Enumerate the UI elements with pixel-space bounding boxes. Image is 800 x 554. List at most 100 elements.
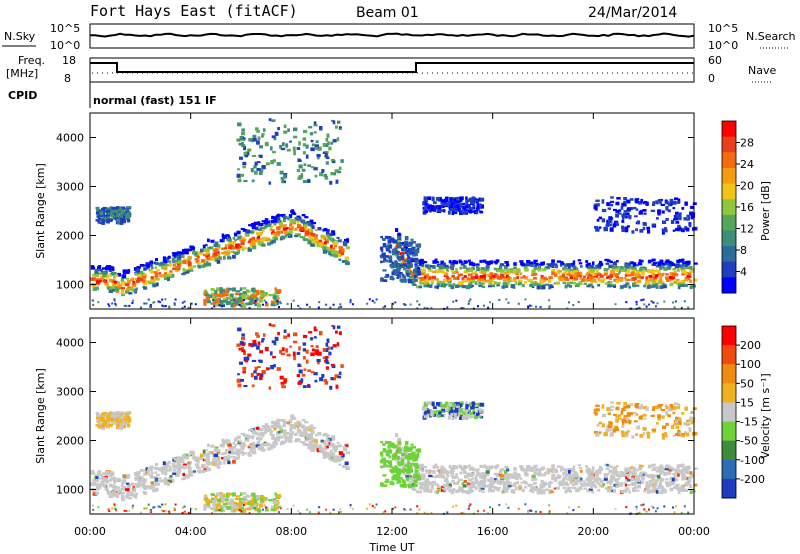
- power-cell: [419, 277, 423, 281]
- velocity-cell: [239, 450, 244, 454]
- power-cell: [606, 202, 611, 207]
- velocity-cell: [421, 469, 425, 473]
- velocity-cell: [261, 434, 265, 437]
- velocity-cell: [454, 407, 459, 410]
- velocity-cell: [575, 488, 580, 492]
- velocity-cell: [324, 443, 328, 446]
- power-cell: [517, 302, 520, 305]
- velocity-cell: [328, 457, 332, 461]
- power-cell: [555, 264, 559, 269]
- power-cell: [220, 302, 224, 307]
- power-cell: [637, 279, 641, 283]
- power-cell: [448, 200, 451, 206]
- power-cell: [657, 262, 662, 267]
- power-cell: [263, 299, 266, 302]
- velocity-cell: [261, 339, 264, 343]
- power-cell: [300, 173, 304, 178]
- power-cell: [593, 226, 599, 229]
- velocity-cell: [182, 472, 186, 477]
- power-cell: [271, 239, 276, 244]
- velocity-cell: [338, 332, 342, 335]
- velocity-cell: [606, 473, 610, 476]
- velocity-cell: [426, 487, 430, 490]
- power-cell: [599, 278, 602, 283]
- power-cell: [675, 221, 680, 224]
- power-cell: [183, 305, 186, 308]
- velocity-cell: [325, 436, 330, 440]
- power-cell: [569, 270, 574, 275]
- velocity-cell: [109, 491, 114, 494]
- power-cell: [266, 237, 271, 242]
- power-cell: [434, 278, 439, 281]
- power-cell: [625, 212, 630, 215]
- power-cell: [182, 260, 187, 265]
- power-cell: [181, 251, 186, 255]
- velocity-cell: [538, 468, 543, 471]
- power-cell: [203, 298, 207, 303]
- power-cell: [118, 286, 123, 290]
- power-cell: [243, 145, 246, 151]
- power-cell: [459, 203, 463, 208]
- nave-label: Nave: [748, 64, 776, 77]
- power-cell: [639, 229, 644, 233]
- velocity-cell: [591, 483, 597, 488]
- velocity-cell: [470, 415, 474, 418]
- power-cell: [332, 250, 338, 254]
- velocity-cell: [535, 467, 539, 471]
- power-cell: [450, 208, 454, 211]
- velocity-cell: [681, 469, 686, 472]
- power-cell: [642, 266, 646, 269]
- power-cell: [430, 279, 435, 283]
- velocity-cell: [96, 483, 100, 487]
- power-cell: [313, 221, 317, 225]
- power-cell: [227, 244, 231, 247]
- power-cell: [626, 207, 632, 211]
- velocity-cell: [681, 474, 686, 479]
- power-cell: [579, 277, 583, 280]
- velocity-cell: [164, 477, 168, 481]
- velocity-cell: [596, 469, 600, 473]
- velocity-cell: [158, 480, 163, 483]
- power-cell: [234, 292, 239, 296]
- power-cell: [654, 274, 659, 278]
- power-cell: [634, 215, 638, 218]
- velocity-cell: [120, 491, 125, 495]
- velocity-cell: [481, 475, 484, 479]
- velocity-cell: [678, 464, 683, 468]
- power-cell: [450, 285, 455, 290]
- power-cell: [243, 180, 248, 183]
- velocity-cell: [143, 491, 148, 495]
- velocity-cell: [403, 450, 409, 454]
- velocity-cell: [428, 474, 433, 478]
- power-cell: [626, 199, 631, 204]
- velocity-cell: [301, 441, 306, 444]
- power-cell: [315, 146, 318, 151]
- velocity-cell: [252, 343, 257, 347]
- velocity-cell: [224, 451, 228, 455]
- power-cell: [149, 305, 152, 308]
- velocity-cell: [261, 338, 265, 341]
- velocity-cell: [562, 486, 567, 489]
- power-cell: [334, 169, 339, 173]
- power-cell: [252, 138, 257, 142]
- velocity-cell: [609, 482, 612, 485]
- power-cell: [202, 244, 206, 249]
- power-cell: [226, 251, 231, 254]
- power-cell: [256, 130, 260, 133]
- velocity-cell: [273, 424, 278, 428]
- colorbar-tick-label: 24: [740, 158, 754, 171]
- power-cell: [331, 172, 336, 176]
- power-cell: [448, 278, 452, 283]
- power-cell: [257, 242, 262, 246]
- power-cell: [332, 303, 335, 306]
- velocity-cell: [178, 458, 181, 463]
- power-cell: [335, 179, 339, 184]
- power-cell: [322, 243, 327, 246]
- power-cell: [455, 284, 459, 288]
- velocity-cell: [463, 480, 467, 483]
- power-cell: [311, 235, 316, 238]
- power-cell: [684, 283, 689, 287]
- power-cell: [316, 240, 320, 244]
- power-cell: [512, 269, 516, 274]
- power-cell: [234, 232, 237, 237]
